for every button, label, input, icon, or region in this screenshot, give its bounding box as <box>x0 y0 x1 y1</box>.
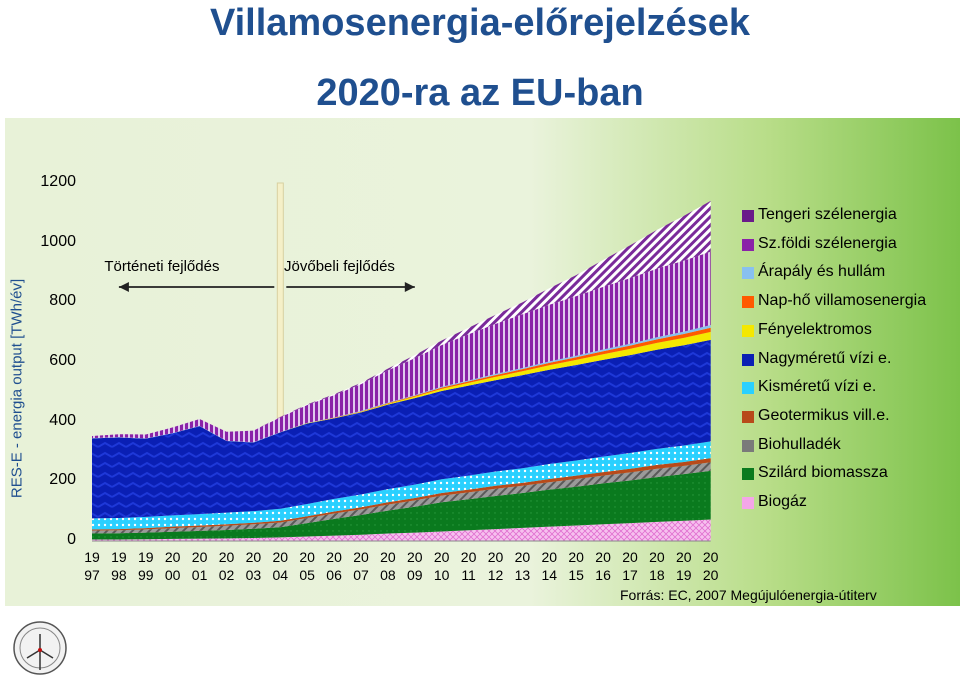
x-tick-label: 20 10 <box>433 549 450 583</box>
legend-label: Biogáz <box>758 493 807 510</box>
title-line-2: 2020-ra az EU-ban <box>316 72 644 114</box>
legend-label: Geotermikus vill.e. <box>758 406 890 424</box>
annotation-future: Jövőbeli fejlődés <box>284 258 395 275</box>
x-tick-label: 20 17 <box>622 549 638 583</box>
x-tick-label: 20 20 <box>702 549 719 583</box>
legend-label: Nagyméretű vízi e. <box>758 349 892 367</box>
arrow-future-head <box>404 282 415 292</box>
x-tick-label: 19 99 <box>138 549 154 583</box>
x-tick-label: 20 12 <box>487 549 504 583</box>
y-tick-label: 1000 <box>40 232 76 250</box>
arrow-historical-head <box>118 282 129 292</box>
legend-swatch <box>742 238 754 251</box>
legend-item: Kisméretű vízi e. <box>740 378 960 400</box>
area-series-0 <box>92 519 711 541</box>
legend-swatch <box>742 497 754 509</box>
area-series-1 <box>92 470 711 540</box>
x-tick-label: 20 08 <box>380 549 396 583</box>
legend-label: Sz.földi szélenergia <box>758 234 897 252</box>
x-tick-label: 20 15 <box>568 549 584 583</box>
x-tick-label: 20 00 <box>164 549 181 583</box>
legend-swatch <box>742 353 754 366</box>
legend-item: Geotermikus vill.e. <box>740 407 960 429</box>
x-tick-label: 19 98 <box>111 549 127 583</box>
x-tick-label: 20 05 <box>299 549 315 583</box>
area-series-9 <box>92 251 711 443</box>
legend-label: Biohulladék <box>758 435 841 453</box>
legend-swatch <box>742 324 754 337</box>
legend-label: Tengeri szélenergia <box>758 206 897 223</box>
legend-swatch <box>742 267 754 280</box>
legend-swatch <box>742 296 754 309</box>
y-tick-label: 800 <box>49 292 76 310</box>
x-tick-label: 20 19 <box>676 549 692 583</box>
legend-swatch <box>742 210 754 222</box>
area-series-4 <box>92 441 711 530</box>
x-tick-label: 20 02 <box>218 549 235 583</box>
legend-item: Fényelektromos <box>740 321 960 343</box>
x-tick-label: 20 16 <box>595 549 611 583</box>
y-tick-label: 200 <box>49 471 76 489</box>
x-tick-label: 20 06 <box>326 549 342 583</box>
legend-item: Nagyméretű vízi e. <box>740 350 960 372</box>
organization-logo <box>13 621 67 675</box>
y-tick-label: 0 <box>67 531 76 548</box>
legend-item: Nap-hő villamosenergia <box>740 292 960 314</box>
y-tick-label: 600 <box>49 352 76 369</box>
legend-swatch <box>742 410 754 423</box>
legend-item: Sz.földi szélenergia <box>740 235 960 257</box>
legend-label: Árapály és hullám <box>758 263 886 281</box>
annotation-historical: Történeti fejlődés <box>104 258 219 275</box>
source-note: Forrás: EC, 2007 Megújulóenergia-útiterv <box>620 587 877 603</box>
legend-item: Biohulladék <box>740 436 960 458</box>
x-tick-label: 20 14 <box>541 549 558 583</box>
legend-label: Nap-hő villamosenergia <box>758 292 927 310</box>
y-tick-label: 1200 <box>40 173 76 190</box>
title-line-1: Villamosenergia-előrejelzések <box>209 2 751 44</box>
legend-swatch <box>742 439 754 452</box>
legend-label: Fényelektromos <box>758 320 872 338</box>
legend-label: Szilárd biomassza <box>758 464 888 482</box>
legend-item: Árapály és hullám <box>740 263 960 285</box>
x-tick-label: 20 18 <box>649 549 665 583</box>
y-tick-label: 400 <box>49 411 76 429</box>
x-tick-label: 20 11 <box>460 549 477 583</box>
x-tick-label: 20 13 <box>514 549 531 583</box>
x-tick-label: 19 97 <box>84 549 100 583</box>
legend-item: Tengeri szélenergia <box>740 206 960 228</box>
legend-label: Kisméretű vízi e. <box>758 378 877 396</box>
legend-item: Biogáz <box>740 493 960 515</box>
legend-swatch <box>742 382 754 395</box>
x-tick-label: 20 01 <box>191 549 208 583</box>
area-series-5 <box>92 339 711 519</box>
x-tick-label: 20 04 <box>272 549 289 583</box>
legend-item: Szilárd biomassza <box>740 464 960 486</box>
x-tick-label: 20 07 <box>353 549 369 583</box>
x-tick-label: 20 09 <box>407 549 423 583</box>
x-tick-label: 20 03 <box>245 549 262 583</box>
legend-swatch <box>742 468 754 481</box>
